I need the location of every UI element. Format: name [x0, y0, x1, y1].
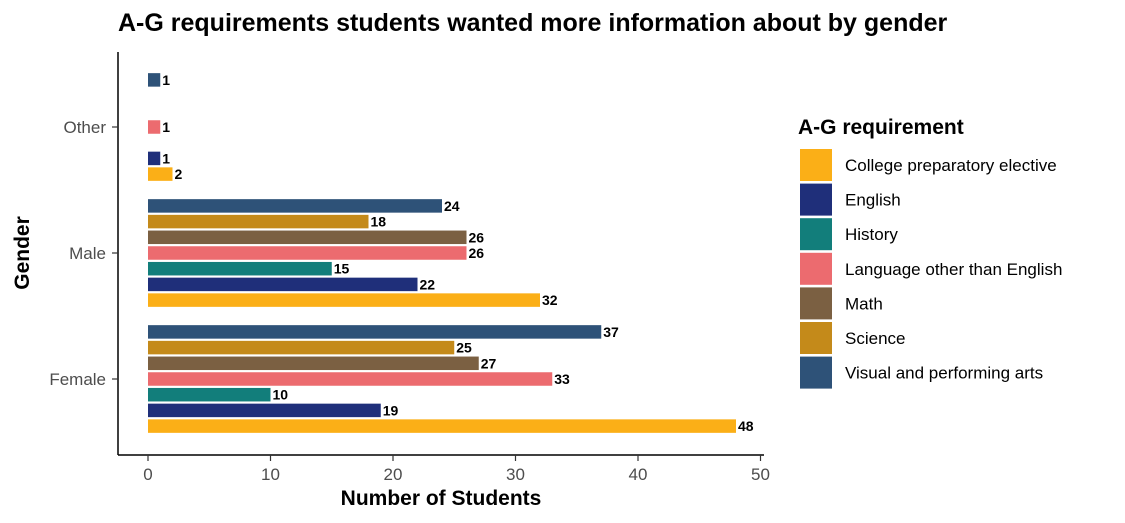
y-tick-label-male: Male: [69, 244, 106, 263]
legend-swatch: [800, 287, 832, 320]
bar-male-science: [148, 214, 369, 229]
legend-swatch: [800, 322, 832, 354]
data-label: 26: [469, 245, 485, 261]
data-label: 32: [542, 292, 558, 308]
bar-male-english: [148, 277, 418, 292]
bar-other-language-other-than-english: [148, 120, 161, 134]
y-tick-label-female: Female: [49, 370, 106, 389]
data-label: 22: [420, 276, 436, 292]
y-axis-title: Gender: [11, 216, 34, 290]
legend-swatch: [800, 252, 832, 285]
data-label: 33: [554, 371, 570, 387]
legend-items: College preparatory elective English Histo…: [800, 149, 1062, 389]
x-tick-label: 30: [506, 465, 525, 484]
legend-title: A-G requirement: [798, 116, 964, 139]
legend-label: Science: [845, 329, 905, 348]
x-tick-label: 50: [751, 465, 770, 484]
chart-title: A-G requirements students wanted more in…: [118, 9, 948, 37]
legend-swatch: [800, 183, 832, 216]
y-tick-label-other: Other: [63, 118, 106, 137]
data-label: 1: [162, 150, 170, 166]
bar-female-visual-and-performing-arts: [148, 325, 602, 339]
legend-label: Language other than English: [845, 260, 1062, 279]
legend-swatch: [800, 356, 832, 389]
data-label: 48: [738, 418, 754, 434]
bar-other-english: [148, 151, 161, 166]
x-ticks: 0 10 20 30 40 50: [143, 455, 770, 484]
data-label: 26: [469, 229, 485, 245]
data-label: 27: [481, 355, 497, 371]
data-label: 37: [603, 324, 619, 340]
bar-other-college-preparatory-elective: [148, 167, 173, 181]
data-label: 1: [162, 72, 170, 88]
bar-female-history: [148, 387, 271, 402]
data-label: 2: [175, 166, 183, 182]
x-tick-label: 0: [143, 465, 152, 484]
legend-label: Visual and performing arts: [845, 364, 1043, 383]
legend-swatch: [800, 218, 832, 251]
bar-female-science: [148, 340, 455, 355]
legend-label: Math: [845, 294, 883, 313]
data-label: 25: [456, 340, 472, 356]
bar-female-english: [148, 403, 381, 418]
legend: A-G requirement College preparatory elec…: [798, 116, 1062, 389]
x-tick-label: 10: [261, 465, 280, 484]
legend-swatch: [800, 149, 832, 181]
data-label: 1: [162, 119, 170, 135]
bar-male-language-other-than-english: [148, 246, 467, 260]
bar-female-college-preparatory-elective: [148, 419, 736, 433]
legend-label: History: [845, 225, 898, 244]
bar-other-visual-and-performing-arts: [148, 73, 161, 87]
x-tick-label: 40: [629, 465, 648, 484]
data-label: 18: [371, 214, 387, 230]
data-label: 24: [444, 198, 460, 214]
x-axis-title: Number of Students: [341, 487, 542, 510]
bar-male-history: [148, 261, 332, 276]
bar-male-math: [148, 230, 467, 245]
data-label: 19: [383, 402, 399, 418]
bar-male-college-preparatory-elective: [148, 293, 540, 307]
legend-label: English: [845, 191, 901, 210]
legend-label: College preparatory elective: [845, 156, 1057, 175]
data-label: 10: [273, 387, 289, 403]
data-label: 15: [334, 261, 350, 277]
bar-male-visual-and-performing-arts: [148, 199, 442, 213]
bars: [148, 73, 736, 433]
bar-female-math: [148, 356, 479, 371]
x-tick-label: 20: [384, 465, 403, 484]
y-ticks: Female Male Other: [49, 118, 118, 389]
bar-female-language-other-than-english: [148, 372, 553, 386]
